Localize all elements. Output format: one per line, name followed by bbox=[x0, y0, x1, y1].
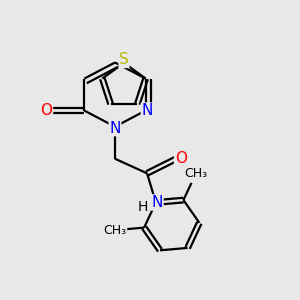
Text: N: N bbox=[109, 121, 121, 136]
Text: H: H bbox=[137, 200, 148, 214]
Text: S: S bbox=[119, 52, 129, 68]
Text: CH₃: CH₃ bbox=[103, 224, 127, 237]
Text: N: N bbox=[141, 103, 153, 118]
Text: O: O bbox=[175, 151, 187, 166]
Text: CH₃: CH₃ bbox=[184, 167, 207, 180]
Text: O: O bbox=[40, 103, 52, 118]
Text: N: N bbox=[152, 195, 163, 210]
